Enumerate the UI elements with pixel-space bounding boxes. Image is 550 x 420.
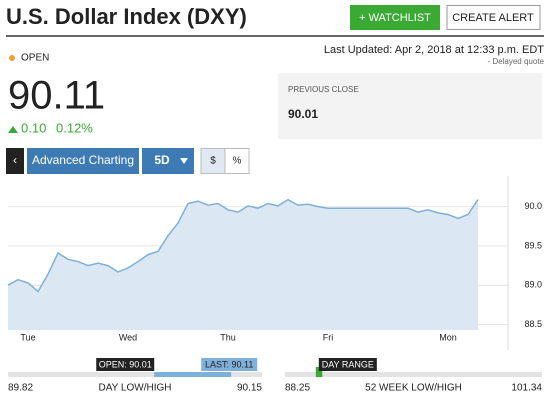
x-tick-label: Fri — [323, 332, 334, 342]
y-tick-label: 89.0 — [524, 280, 542, 290]
x-tick-label: Thu — [220, 332, 236, 342]
range-low: 88.25 — [285, 383, 310, 394]
price: 90.11 — [8, 74, 105, 118]
previous-close-label: PREVIOUS CLOSE — [288, 85, 359, 94]
watchlist-label[interactable]: + WATCHLIST — [359, 12, 431, 24]
page-title: U.S. Dollar Index (DXY) — [6, 4, 247, 29]
percent-button[interactable] — [224, 148, 250, 174]
delayed-note: - Delayed quote — [488, 57, 545, 66]
range-bar — [285, 372, 542, 377]
market-status: OPEN — [21, 53, 49, 64]
alert-button[interactable] — [446, 5, 541, 30]
range-high: 90.15 — [237, 383, 262, 394]
dollar-button[interactable] — [200, 148, 226, 174]
previous-close-box — [278, 73, 542, 139]
last-updated: Last Updated: Apr 2, 2018 at 12:33 p.m. … — [324, 44, 544, 56]
last-label: LAST: 90.11 — [205, 359, 253, 369]
line — [7, 198, 479, 293]
day-range-tag — [318, 358, 377, 371]
x-tick-label: Tue — [20, 332, 35, 342]
change-pct: 0.12% — [56, 120, 93, 135]
range-bar — [8, 372, 262, 377]
last-tag — [201, 358, 258, 371]
dollar-label[interactable]: $ — [210, 156, 216, 167]
range-caret — [180, 158, 188, 164]
range-label: 52 WEEK LOW/HIGH — [365, 383, 462, 394]
x-tick-label: Mon — [439, 332, 457, 342]
range-low: 89.82 — [8, 383, 33, 394]
percent-label[interactable]: % — [233, 156, 242, 167]
range-high: 101.34 — [511, 383, 542, 394]
up-arrow — [8, 126, 18, 133]
previous-close-value: 90.01 — [288, 107, 318, 121]
change: 0.10 — [21, 120, 46, 135]
ranges: 89.82 90.15 DAY LOW/HIGH OPEN: 90.01 LAST: 9… — [8, 358, 542, 394]
alert-label[interactable]: CREATE ALERT — [452, 12, 534, 24]
open-tag — [96, 358, 155, 371]
back-icon[interactable]: ‹ — [13, 153, 17, 167]
open-label: OPEN: 90.01 — [99, 359, 152, 369]
y-tick-label: 90.0 — [524, 201, 542, 211]
chart: 88.5 89.0 89.5 90.0 Tue Wed Thu Fri Mon — [7, 176, 542, 350]
advanced-charting-button[interactable] — [27, 148, 139, 174]
day-range-label: DAY RANGE — [322, 359, 374, 369]
area — [8, 199, 478, 330]
watchlist-button[interactable] — [350, 5, 440, 30]
range-label: DAY LOW/HIGH — [99, 383, 172, 394]
x-tick-label: Wed — [119, 332, 137, 342]
y-tick-label: 88.5 — [524, 319, 542, 329]
range-label[interactable]: 5D — [154, 153, 170, 167]
sun-icon — [9, 55, 15, 61]
day-span — [154, 372, 232, 377]
week-day-span — [315, 367, 323, 377]
y-tick-label: 89.5 — [524, 240, 542, 250]
advanced-charting-label[interactable]: Advanced Charting — [32, 153, 134, 167]
back-button[interactable] — [6, 148, 24, 174]
